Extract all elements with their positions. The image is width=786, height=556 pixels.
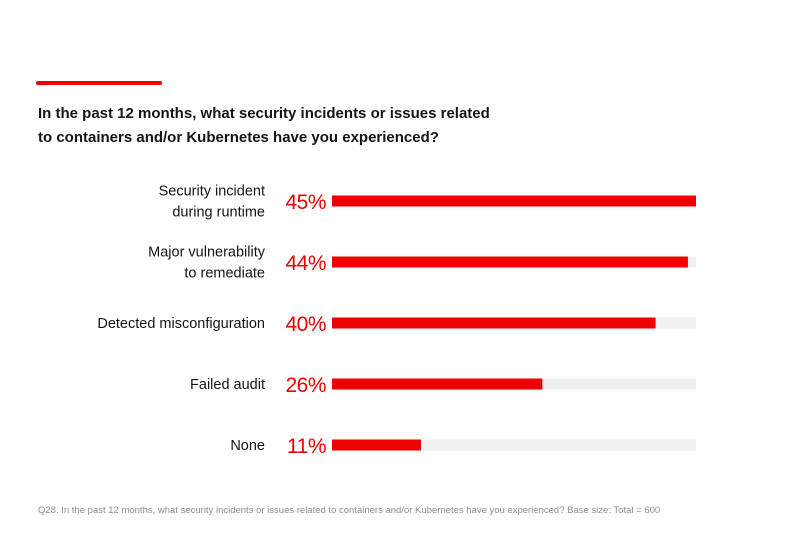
bar-value-label: 45% [285, 191, 326, 214]
chart-title-line-1: In the past 12 months, what security inc… [38, 105, 490, 122]
bar [332, 256, 688, 268]
chart-title: In the past 12 months, what security inc… [38, 102, 498, 150]
category-label: None [230, 438, 265, 454]
bar-value-label: 11% [287, 435, 326, 458]
bar-value-label: 26% [285, 374, 326, 397]
category-label: to remediate [184, 266, 265, 282]
footnote: Q28. In the past 12 months, what securit… [38, 505, 661, 516]
bar [332, 439, 421, 451]
category-label: Major vulnerability [148, 245, 266, 261]
accent-rule [36, 81, 162, 85]
category-label: Failed audit [190, 377, 265, 393]
category-label: Security incident [159, 184, 265, 200]
bar-track [332, 439, 696, 451]
bar [332, 195, 696, 207]
category-label: during runtime [172, 205, 265, 221]
bar [332, 317, 656, 329]
bar-value-label: 40% [285, 313, 326, 336]
category-label: Detected misconfiguration [97, 316, 265, 332]
bar-value-label: 44% [285, 252, 326, 275]
bar [332, 378, 543, 390]
chart-title-line-2: to containers and/or Kubernetes have you… [38, 129, 439, 146]
